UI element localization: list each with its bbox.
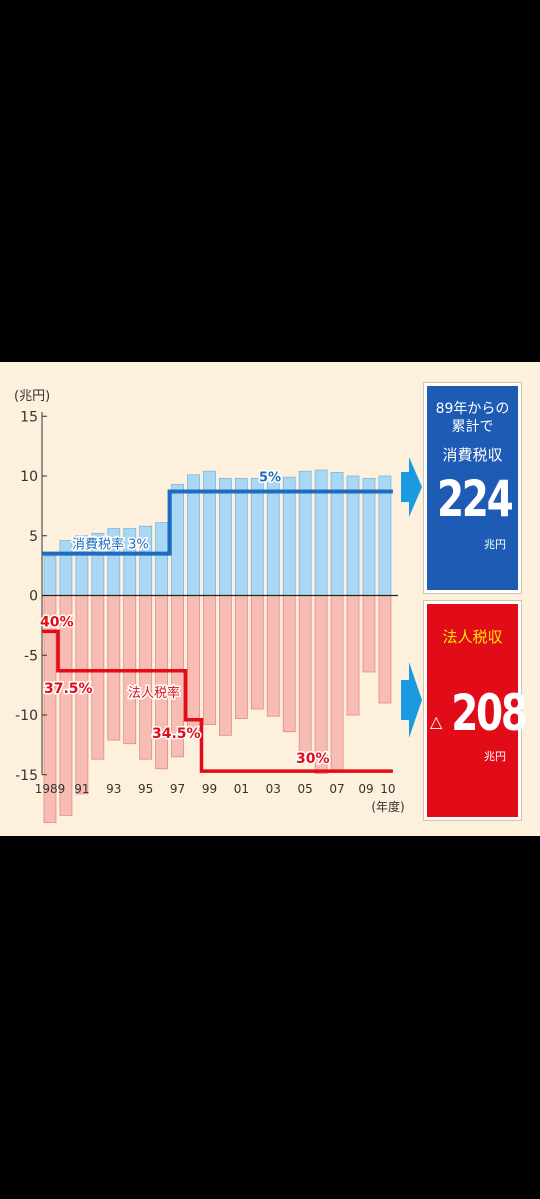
arrow-right-icon: [401, 457, 422, 517]
x-tick-label: 03: [266, 782, 281, 796]
summary-caption-line1: 89年からの: [435, 401, 510, 417]
y-tick-label: -5: [24, 648, 38, 664]
y-unit-label: (兆円): [14, 389, 50, 404]
corporate-bar: [155, 595, 169, 770]
x-tick-label: 07: [329, 782, 344, 796]
consumption-total: 224: [437, 470, 514, 528]
corporate-total: 208: [451, 684, 528, 742]
x-tick-label: 93: [106, 782, 121, 796]
consumption-bar: [219, 477, 232, 596]
x-tick-label: 09: [358, 782, 373, 796]
consumption-bar: [139, 525, 153, 596]
consumption-unit: 兆円: [484, 538, 506, 551]
x-tick-label: 05: [298, 782, 313, 796]
consumption-bar: [43, 555, 57, 596]
arrow-right-icon: [401, 662, 422, 738]
consumption-label: 消費税収: [442, 446, 503, 464]
corporate-bar: [250, 595, 264, 710]
consumption-bar: [155, 522, 169, 596]
consumption-rate-label-3pct: 消費税率 3%: [72, 537, 149, 553]
consumption-bar: [314, 469, 328, 596]
consumption-summary-box: 89年からの 累計で 消費税収 224 兆円: [423, 382, 522, 594]
chart-panel: 15 10 5 0 -5 -10 -15 (兆円) 1989 91 93 95 97 99 01 03 05 07…: [0, 362, 540, 836]
corporate-bar: [203, 595, 216, 725]
consumption-bar: [234, 477, 248, 596]
corporate-rate-series-label: 法人税率: [128, 685, 180, 701]
corporate-rate-line: [42, 629, 393, 773]
corporate-rate-label: 37.5%: [44, 681, 93, 697]
corporate-bar: [282, 595, 296, 733]
y-tick-label: 5: [29, 529, 38, 545]
x-tick-label: 95: [138, 782, 153, 796]
corporate-bar: [234, 595, 248, 719]
corporate-rate-label: 34.5%: [152, 726, 201, 742]
corporate-summary-box: 法人税収 △ 208 兆円: [423, 600, 528, 821]
consumption-bar: [250, 477, 264, 596]
x-tick-label: 91: [74, 782, 89, 796]
tax-revenue-chart: 15 10 5 0 -5 -10 -15 (兆円) 1989 91 93 95 97 99 01 03 05 07…: [14, 389, 405, 823]
x-tick-label: 01: [234, 782, 249, 796]
arrows: [401, 457, 422, 738]
corporate-bar: [266, 595, 280, 717]
corporate-bar: [298, 595, 312, 755]
consumption-bar: [282, 476, 296, 596]
consumption-rate-line: [42, 489, 393, 556]
y-tick-label: -10: [15, 708, 38, 724]
consumption-bar: [59, 540, 73, 596]
consumption-bar: [378, 475, 392, 596]
y-tick-label: 0: [29, 589, 38, 605]
y-tick-label: 15: [20, 409, 38, 425]
consumption-bar: [346, 475, 360, 596]
corporate-unit: 兆円: [484, 750, 506, 763]
x-tick-label: 97: [170, 782, 185, 796]
corporate-rate-label: 40%: [40, 614, 74, 630]
corporate-rate-label: 30%: [296, 751, 330, 767]
corporate-bar: [91, 595, 105, 760]
x-tick-label: 1989: [35, 782, 66, 796]
corporate-bar: [330, 595, 344, 772]
corporate-bar: [362, 595, 376, 673]
y-tick-label: -15: [15, 768, 38, 784]
corporate-bar: [378, 595, 392, 704]
corporate-bar: [346, 595, 360, 716]
consumption-bar: [171, 483, 184, 596]
x-unit-label: (年度): [371, 799, 404, 814]
summary-caption-line2: 累計で: [451, 419, 494, 435]
consumption-bar: [362, 477, 376, 596]
y-tick-label: 10: [20, 469, 38, 485]
corporate-bar: [314, 595, 328, 774]
corporate-bar: [219, 595, 232, 736]
corporate-bar: [187, 595, 200, 733]
x-tick-label: 99: [202, 782, 217, 796]
corporate-bar: [107, 595, 121, 741]
minus-triangle-icon: △: [430, 712, 443, 731]
consumption-bar: [266, 481, 280, 596]
consumption-rate-label-5pct: 5%: [259, 471, 281, 486]
corporate-label: 法人税収: [442, 628, 503, 646]
x-tick-label: 10: [380, 782, 395, 796]
corporate-bar: [139, 595, 153, 760]
